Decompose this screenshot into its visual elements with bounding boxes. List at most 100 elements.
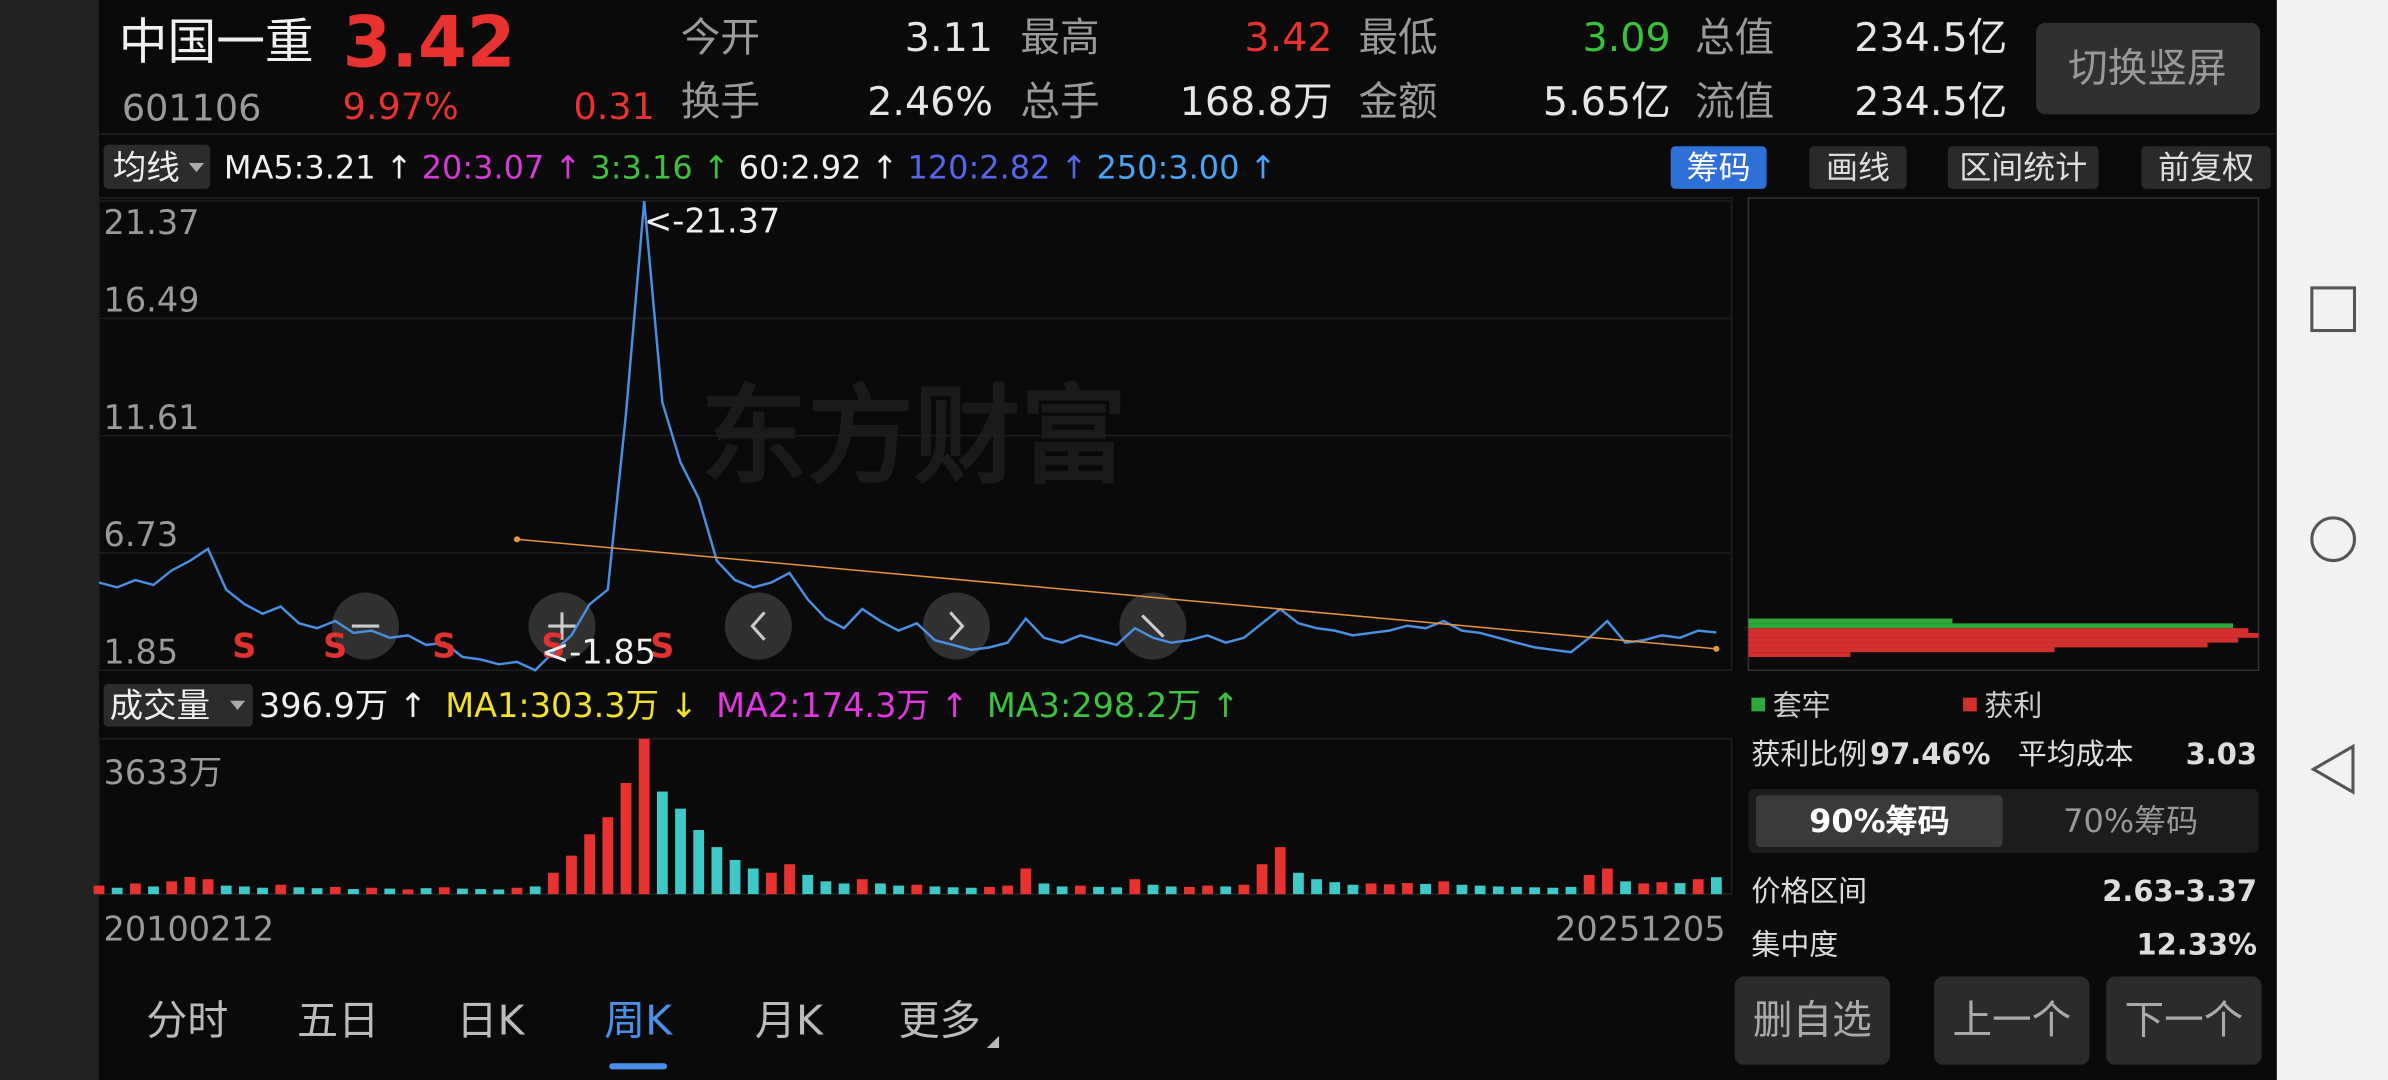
volume-bar [984, 886, 995, 895]
change-pct: 9.97% [343, 85, 459, 128]
volume-bar [1347, 884, 1359, 895]
volume-bar [148, 886, 159, 895]
left-bar [0, 0, 99, 1080]
volume-bar [675, 808, 686, 895]
tool-button[interactable] [1947, 146, 2099, 189]
volume-bar [1565, 886, 1577, 895]
s-mark: S [541, 626, 565, 665]
volume-bar [1710, 877, 1722, 895]
volume-bar [1111, 887, 1123, 895]
volume-bar [802, 874, 814, 895]
y-tick-label: 11.61 [104, 398, 200, 437]
action-button[interactable] [2106, 976, 2262, 1065]
range: 2.63-3.37 [2102, 874, 2257, 908]
volume-bar [1420, 883, 1432, 895]
nav-recent[interactable] [2310, 286, 2357, 333]
volume-legend: 396.9万 ↑ [259, 686, 427, 725]
volume-bar [584, 834, 596, 895]
volume-bar [1002, 885, 1014, 895]
action-label: 下一个 [2125, 998, 2244, 1044]
tool-button[interactable] [1809, 146, 1907, 189]
volume-selector[interactable] [103, 683, 253, 727]
stat-value: 2.46% [867, 79, 993, 125]
volume-bar [1220, 886, 1232, 895]
volume-legend: MA3:298.2万 ↑ [987, 686, 1240, 725]
tool-button-label: 筹码 [1687, 149, 1751, 187]
period-tab[interactable]: 五日 [297, 997, 379, 1045]
switch-button[interactable] [2036, 22, 2261, 115]
volume-bar [257, 887, 268, 895]
period-tab[interactable]: 日K [456, 997, 525, 1045]
volume-bar [293, 887, 305, 895]
switch-button-label: 切换竖屏 [2068, 46, 2226, 92]
volume-bar [311, 888, 323, 895]
zoom-controls [332, 592, 1187, 660]
volume-bar [166, 881, 178, 895]
action-button[interactable] [1934, 976, 2090, 1065]
move-left[interactable] [724, 592, 792, 660]
stat-label: 总手 [1020, 79, 1099, 125]
chip-profit [1748, 647, 2055, 653]
tool-button[interactable] [2141, 146, 2271, 189]
chip-profit [1748, 642, 2208, 648]
volume-bar [1511, 886, 1522, 895]
volume-bar [1202, 885, 1213, 895]
volume-bar [875, 883, 886, 895]
chip-tab-active[interactable] [1755, 795, 2003, 847]
chip-trapped [1748, 623, 2234, 629]
volume-bar [93, 885, 105, 895]
volume-bar [1601, 868, 1613, 895]
trend-point [1713, 645, 1720, 652]
nav-home[interactable] [2310, 516, 2357, 563]
volume-bar [547, 872, 559, 895]
volume-bar [947, 887, 959, 895]
period-tab[interactable]: 分时 [146, 997, 228, 1045]
volume-bar [1456, 884, 1468, 895]
y-tick-label: 16.49 [104, 281, 200, 320]
volume-bar [1365, 883, 1377, 895]
stat-value: 3.11 [905, 15, 993, 61]
chip-tab[interactable]: 70%筹码 [2063, 802, 2198, 840]
range-label: 价格区间 [1751, 874, 1867, 908]
stat-value: 3.42 [1244, 15, 1332, 61]
volume-bar [784, 864, 795, 895]
volume-bar [1638, 883, 1650, 895]
volume-bar [1093, 886, 1104, 895]
avg-cost-label: 平均成本 [2018, 737, 2134, 771]
volume-bar [929, 886, 941, 895]
ma-legend: 60:2.92 ↑ [739, 149, 899, 187]
tool-button[interactable] [1670, 146, 1767, 189]
volume-bar [1383, 884, 1395, 895]
stat-value: 234.5亿 [1854, 15, 2007, 61]
action-button[interactable] [1734, 976, 1890, 1065]
volume-bar [965, 887, 977, 895]
volume-bar [366, 887, 377, 895]
price-line [98, 200, 1717, 672]
tool-button-label: 前复权 [2158, 149, 2254, 187]
y-tick-label: 21.37 [104, 203, 200, 242]
volume-bar [511, 887, 523, 895]
volume-bar [402, 889, 414, 895]
chip-tab[interactable]: 90%筹码 [1809, 802, 1949, 840]
volume-legend: MA2:174.3万 ↑ [716, 686, 969, 725]
volume-bar [1074, 885, 1086, 895]
ma-legend: 3:3.16 ↑ [590, 149, 729, 187]
ma-legend: 250:3.00 ↑ [1097, 149, 1277, 187]
period-tab[interactable]: 月K [755, 997, 824, 1045]
y-tick-label: 6.73 [104, 515, 179, 554]
move-right[interactable] [922, 592, 990, 660]
volume-bar [656, 791, 668, 895]
volume-bar [1038, 883, 1050, 895]
volume-bar [129, 883, 141, 895]
ma-legend: 20:3.07 ↑ [422, 149, 582, 187]
volume-bar [420, 888, 432, 895]
volume-bar [566, 855, 577, 895]
period-tab[interactable]: 更多 [899, 997, 981, 1045]
volume-bar [838, 883, 850, 895]
chip-profit [1748, 628, 2249, 633]
volume-bar [1656, 882, 1668, 895]
nav-back[interactable] [2310, 743, 2355, 795]
period-tab[interactable]: 周K [604, 997, 673, 1045]
volume-bar [911, 884, 923, 895]
ma-selector[interactable] [103, 144, 211, 189]
